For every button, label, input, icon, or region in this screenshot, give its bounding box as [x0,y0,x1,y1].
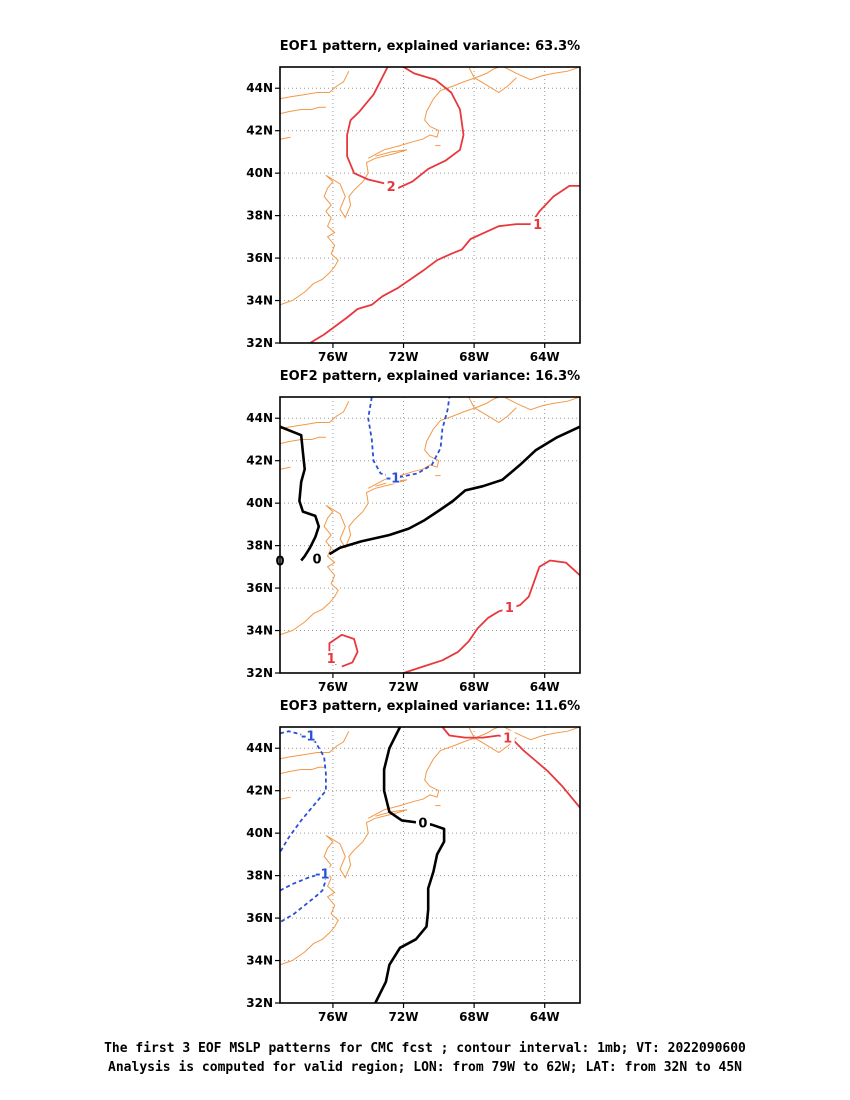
eof-panel-2: EOF2 pattern, explained variance: 16.3% -… [246,369,581,694]
x-tick-label: 68W [459,680,489,694]
y-tick-label: 32N [246,666,273,680]
y-tick-label: 36N [246,581,273,595]
contour-line [346,67,465,189]
caption-line-2: Analysis is computed for valid region; L… [108,1060,742,1075]
contour-line [280,425,321,562]
coastline [468,397,517,424]
y-tick-label: 40N [246,166,273,180]
map-frame [279,726,581,1004]
coastline [280,106,326,115]
y-tick-label: 36N [246,911,273,925]
contour-label-bg [530,217,545,231]
x-tick-label: 76W [318,1010,348,1024]
contour-label: 1 [503,732,512,747]
x-tick-label: 72W [389,350,419,364]
coastline [367,67,499,159]
y-tick-label: 44N [246,411,273,425]
y-tick-label: 42N [246,124,273,138]
contour-label-bg [500,730,515,744]
y-tick-label: 38N [246,209,273,223]
contour-line [309,185,580,343]
coastline [468,727,517,754]
contour-label: 0 [313,552,322,567]
y-tick-label: 32N [246,996,273,1010]
y-tick-label: 34N [246,294,273,308]
y-tick-label: 42N [246,784,273,798]
contour-label: 1 [505,601,514,616]
coastline [468,67,517,94]
contour-line [280,872,327,924]
coastline [503,727,580,741]
contour-label-bg [310,551,325,565]
contour-label-bg [324,651,339,665]
contour-label: -1 [301,729,315,744]
y-tick-label: 36N [246,251,273,265]
coastline [280,400,350,430]
eof-panel-3: EOF3 pattern, explained variance: 11.6% -… [246,699,581,1024]
contour-label: 0 [418,817,427,832]
contour-label-bg [301,728,316,742]
coastline [280,730,350,760]
contour-line [328,425,580,556]
panel-title: EOF3 pattern, explained variance: 11.6% [280,699,580,714]
coastline [367,397,499,489]
coastline [280,809,408,966]
y-tick-label: 44N [246,81,273,95]
contour-label: 1 [327,652,336,667]
x-tick-label: 64W [530,1010,560,1024]
x-tick-label: 68W [459,1010,489,1024]
x-tick-label: 68W [459,350,489,364]
y-tick-label: 34N [246,624,273,638]
contour-label: -1 [386,472,400,487]
panel-title: EOF1 pattern, explained variance: 63.3% [280,39,580,54]
y-tick-label: 40N [246,826,273,840]
y-tick-label: 44N [246,741,273,755]
contour-label: 1 [533,218,542,233]
x-tick-label: 76W [318,350,348,364]
map-area [280,727,580,1003]
x-tick-label: 76W [318,680,348,694]
y-tick-label: 38N [246,539,273,553]
coastline [280,796,291,800]
coastline [503,397,580,411]
x-tick-label: 72W [389,1010,419,1024]
contour-line [280,730,327,853]
contour-label: -1 [315,867,329,882]
contour-line [367,397,451,479]
coastline [280,479,408,636]
contour-label-bg [415,815,430,829]
coastline [280,436,326,445]
map-frame [279,66,581,344]
contour-label-bg [315,866,330,880]
coastline [280,149,408,306]
x-tick-label: 64W [530,680,560,694]
x-tick-label: 72W [389,680,419,694]
coastline [503,67,580,81]
contour-label-bg [384,178,399,192]
coastline [280,466,291,470]
contour-line [403,559,580,673]
eof-panel-1: EOF1 pattern, explained variance: 63.3% 2… [246,39,581,364]
contour-line [374,727,446,1003]
map-area [280,397,580,673]
y-tick-label: 38N [246,869,273,883]
contour-label: 2 [387,180,396,195]
caption-line-1: The first 3 EOF MSLP patterns for CMC fc… [104,1041,746,1056]
y-tick-label: 40N [246,496,273,510]
panel-title: EOF2 pattern, explained variance: 16.3% [280,369,580,384]
map-frame [279,396,581,674]
map-area [280,67,580,343]
contour-label-bg [502,600,517,614]
contour-label-bg [385,470,400,484]
coastline [280,136,291,140]
y-tick-label: 32N [246,336,273,350]
coastline [280,766,326,775]
x-tick-label: 64W [530,350,560,364]
y-tick-label: 42N [246,454,273,468]
coastline [280,70,350,100]
y-tick-label: 34N [246,954,273,968]
